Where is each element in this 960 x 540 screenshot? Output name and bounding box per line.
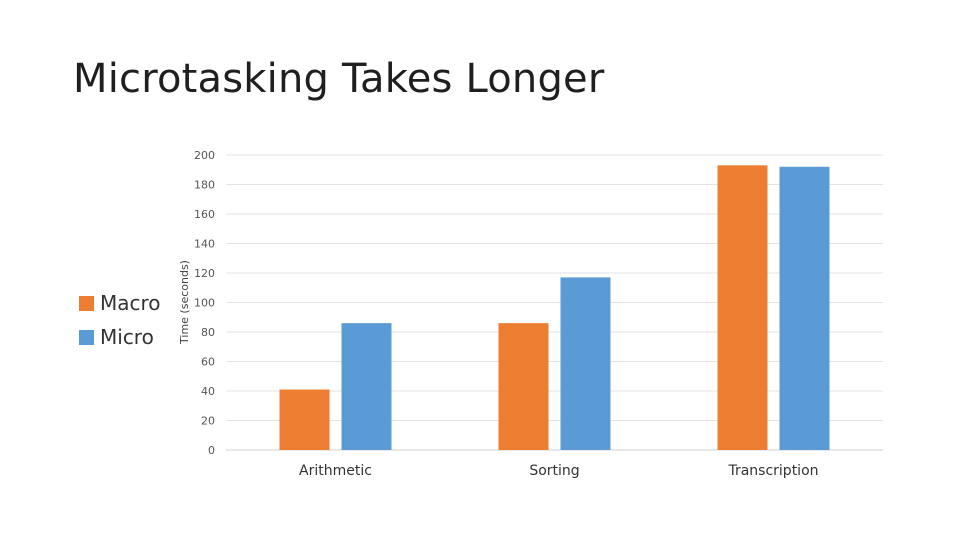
- legend-item-micro: Micro: [79, 320, 161, 354]
- x-category-label: Arithmetic: [299, 463, 372, 479]
- y-tick-label: 100: [194, 297, 215, 310]
- bar-micro-sorting: [560, 277, 611, 450]
- y-tick-label: 160: [194, 208, 215, 221]
- y-tick-label: 180: [194, 179, 215, 192]
- legend-item-macro: Macro: [79, 286, 161, 320]
- y-tick-label: 80: [201, 326, 215, 339]
- y-tick-label: 120: [194, 267, 215, 280]
- bar-macro-arithmetic: [279, 389, 330, 450]
- chart-legend: Macro Micro: [79, 286, 161, 354]
- y-tick-label: 60: [201, 356, 215, 369]
- y-tick-label: 200: [194, 149, 215, 162]
- y-axis-title: Time (seconds): [178, 260, 191, 345]
- chart-grid: [226, 154, 883, 451]
- y-tick-label: 20: [201, 415, 215, 428]
- slide-title: Microtasking Takes Longer: [73, 56, 605, 102]
- x-category-label: Sorting: [529, 463, 579, 479]
- x-axis-categories: Arithmetic Sorting Transcription: [299, 463, 818, 479]
- legend-swatch-micro: [79, 329, 94, 345]
- bar-macro-transcription: [717, 165, 768, 450]
- bar-macro-sorting: [498, 323, 549, 450]
- y-tick-label: 0: [208, 444, 215, 457]
- y-tick-label: 140: [194, 238, 215, 251]
- x-category-label: Transcription: [727, 463, 818, 479]
- legend-swatch-macro: [79, 295, 94, 311]
- legend-label-micro: Micro: [100, 325, 154, 349]
- bar-micro-transcription: [779, 166, 830, 451]
- y-tick-label: 40: [201, 385, 215, 398]
- legend-label-macro: Macro: [100, 291, 161, 315]
- y-axis-ticks: 0 20 40 60 80 100 120 140 160 180 200: [194, 149, 215, 457]
- bar-micro-arithmetic: [341, 323, 392, 450]
- chart-bars: [279, 165, 830, 451]
